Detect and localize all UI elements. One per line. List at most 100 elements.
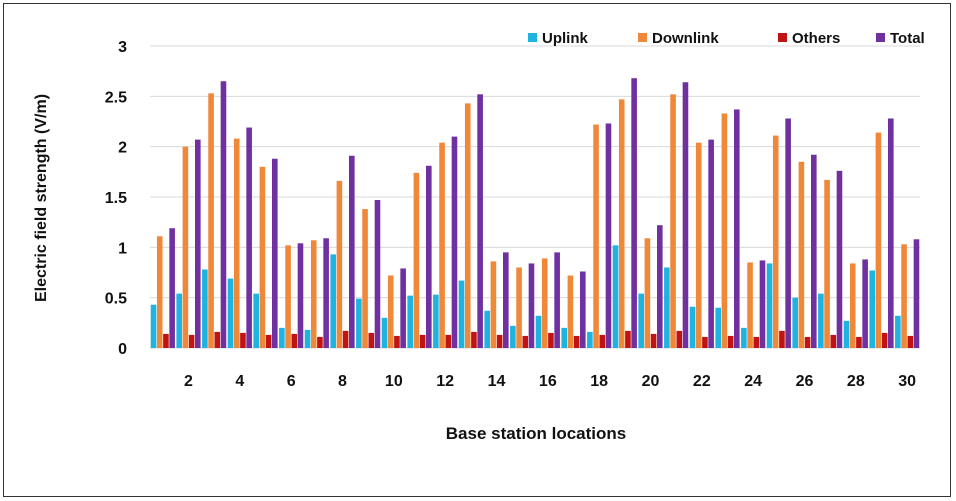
bar-others-5 (265, 334, 272, 348)
bar-others-20 (650, 333, 657, 348)
bar-others-13 (471, 331, 477, 348)
bar-uplink-1 (150, 304, 157, 348)
bar-others-22 (702, 336, 708, 348)
bar-downlink-19 (618, 99, 625, 348)
bar-others-28 (856, 336, 862, 348)
bar-uplink-6 (279, 327, 285, 348)
bar-others-19 (625, 330, 631, 348)
x-tick-label: 22 (693, 373, 711, 390)
bar-total-21 (682, 82, 689, 349)
y-tick-label: 1 (118, 240, 127, 257)
x-tick-label: 28 (847, 373, 865, 390)
bar-uplink-17 (561, 327, 567, 348)
x-tick-label: 24 (744, 373, 762, 390)
x-tick-label: 2 (184, 373, 193, 390)
bar-uplink-22 (689, 306, 696, 348)
x-tick-label: 20 (642, 373, 660, 390)
bar-total-20 (657, 225, 663, 348)
y-axis-ticks: 0 0.5 1 1.5 2 2.5 3 (105, 39, 127, 358)
bar-downlink-14 (490, 261, 497, 348)
bar-others-3 (214, 331, 221, 348)
bar-uplink-8 (330, 254, 336, 348)
bar-uplink-24 (741, 327, 747, 348)
bar-others-29 (881, 332, 888, 348)
bar-others-18 (599, 334, 606, 348)
legend-label-uplink: Uplink (542, 30, 588, 47)
bar-downlink-7 (310, 240, 317, 348)
bar-uplink-18 (587, 331, 593, 348)
bar-total-4 (246, 127, 252, 348)
bar-downlink-20 (644, 238, 651, 348)
bar-others-11 (419, 334, 426, 348)
y-axis-label: Electric field strength (V/m) (33, 94, 50, 302)
bar-total-18 (605, 123, 612, 348)
bar-others-16 (548, 332, 554, 348)
bar-downlink-25 (772, 135, 779, 348)
x-axis-ticks: 2 4 6 8 10 12 14 16 18 20 22 24 26 28 30 (184, 373, 916, 390)
bar-uplink-20 (638, 293, 644, 348)
bar-downlink-9 (362, 209, 368, 348)
bar-total-10 (400, 268, 406, 348)
bar-total-12 (451, 136, 458, 348)
bar-uplink-14 (484, 310, 490, 348)
bar-others-6 (291, 333, 298, 348)
bar-uplink-25 (766, 263, 773, 348)
bar-total-8 (349, 155, 355, 348)
bar-others-12 (445, 334, 452, 348)
bar-uplink-29 (869, 270, 875, 348)
bar-downlink-24 (747, 262, 753, 348)
bar-uplink-10 (381, 317, 388, 348)
bars (150, 78, 920, 349)
bar-downlink-13 (464, 103, 471, 348)
bar-downlink-18 (593, 124, 599, 349)
bar-total-30 (913, 239, 920, 348)
bar-downlink-22 (695, 142, 702, 348)
bar-others-26 (804, 336, 811, 348)
bar-uplink-27 (818, 293, 824, 348)
bar-others-21 (676, 330, 683, 348)
legend-label-others: Others (792, 30, 840, 47)
gridlines (150, 45, 920, 349)
x-tick-label: 30 (898, 373, 916, 390)
x-tick-label: 26 (796, 373, 814, 390)
bar-downlink-1 (156, 236, 163, 348)
bar-downlink-27 (824, 179, 830, 348)
bar-total-2 (195, 139, 201, 348)
bar-others-23 (727, 335, 734, 348)
bar-total-5 (272, 158, 278, 348)
x-tick-label: 6 (287, 373, 296, 390)
bar-others-25 (779, 330, 785, 348)
bar-downlink-10 (387, 275, 394, 348)
x-tick-label: 12 (436, 373, 454, 390)
y-tick-label: 2.5 (105, 89, 127, 106)
bar-others-17 (573, 335, 580, 348)
legend-label-total: Total (890, 30, 925, 47)
bar-others-10 (394, 335, 400, 348)
bar-others-9 (368, 332, 375, 348)
bar-uplink-30 (895, 315, 901, 348)
bar-uplink-26 (792, 297, 798, 348)
bar-total-19 (631, 78, 637, 349)
bar-total-23 (734, 109, 740, 348)
bar-total-17 (580, 271, 586, 348)
bar-total-27 (836, 170, 843, 348)
legend-swatch-total (876, 33, 885, 42)
x-tick-label: 8 (338, 373, 347, 390)
bar-downlink-30 (901, 244, 907, 348)
bar-downlink-16 (541, 258, 548, 348)
bar-total-3 (220, 81, 227, 348)
bar-total-6 (297, 243, 304, 348)
y-tick-label: 0 (118, 341, 127, 358)
bar-others-4 (240, 332, 246, 348)
y-tick-label: 1.5 (105, 190, 127, 207)
bar-total-26 (811, 154, 817, 348)
bar-uplink-4 (227, 278, 234, 348)
bar-uplink-16 (535, 315, 542, 348)
bar-downlink-2 (182, 146, 189, 348)
bar-uplink-28 (843, 320, 850, 348)
bar-others-14 (496, 334, 503, 348)
bar-downlink-11 (413, 172, 420, 348)
bar-total-11 (426, 165, 432, 348)
bar-uplink-21 (664, 267, 670, 348)
bar-uplink-12 (433, 294, 439, 348)
